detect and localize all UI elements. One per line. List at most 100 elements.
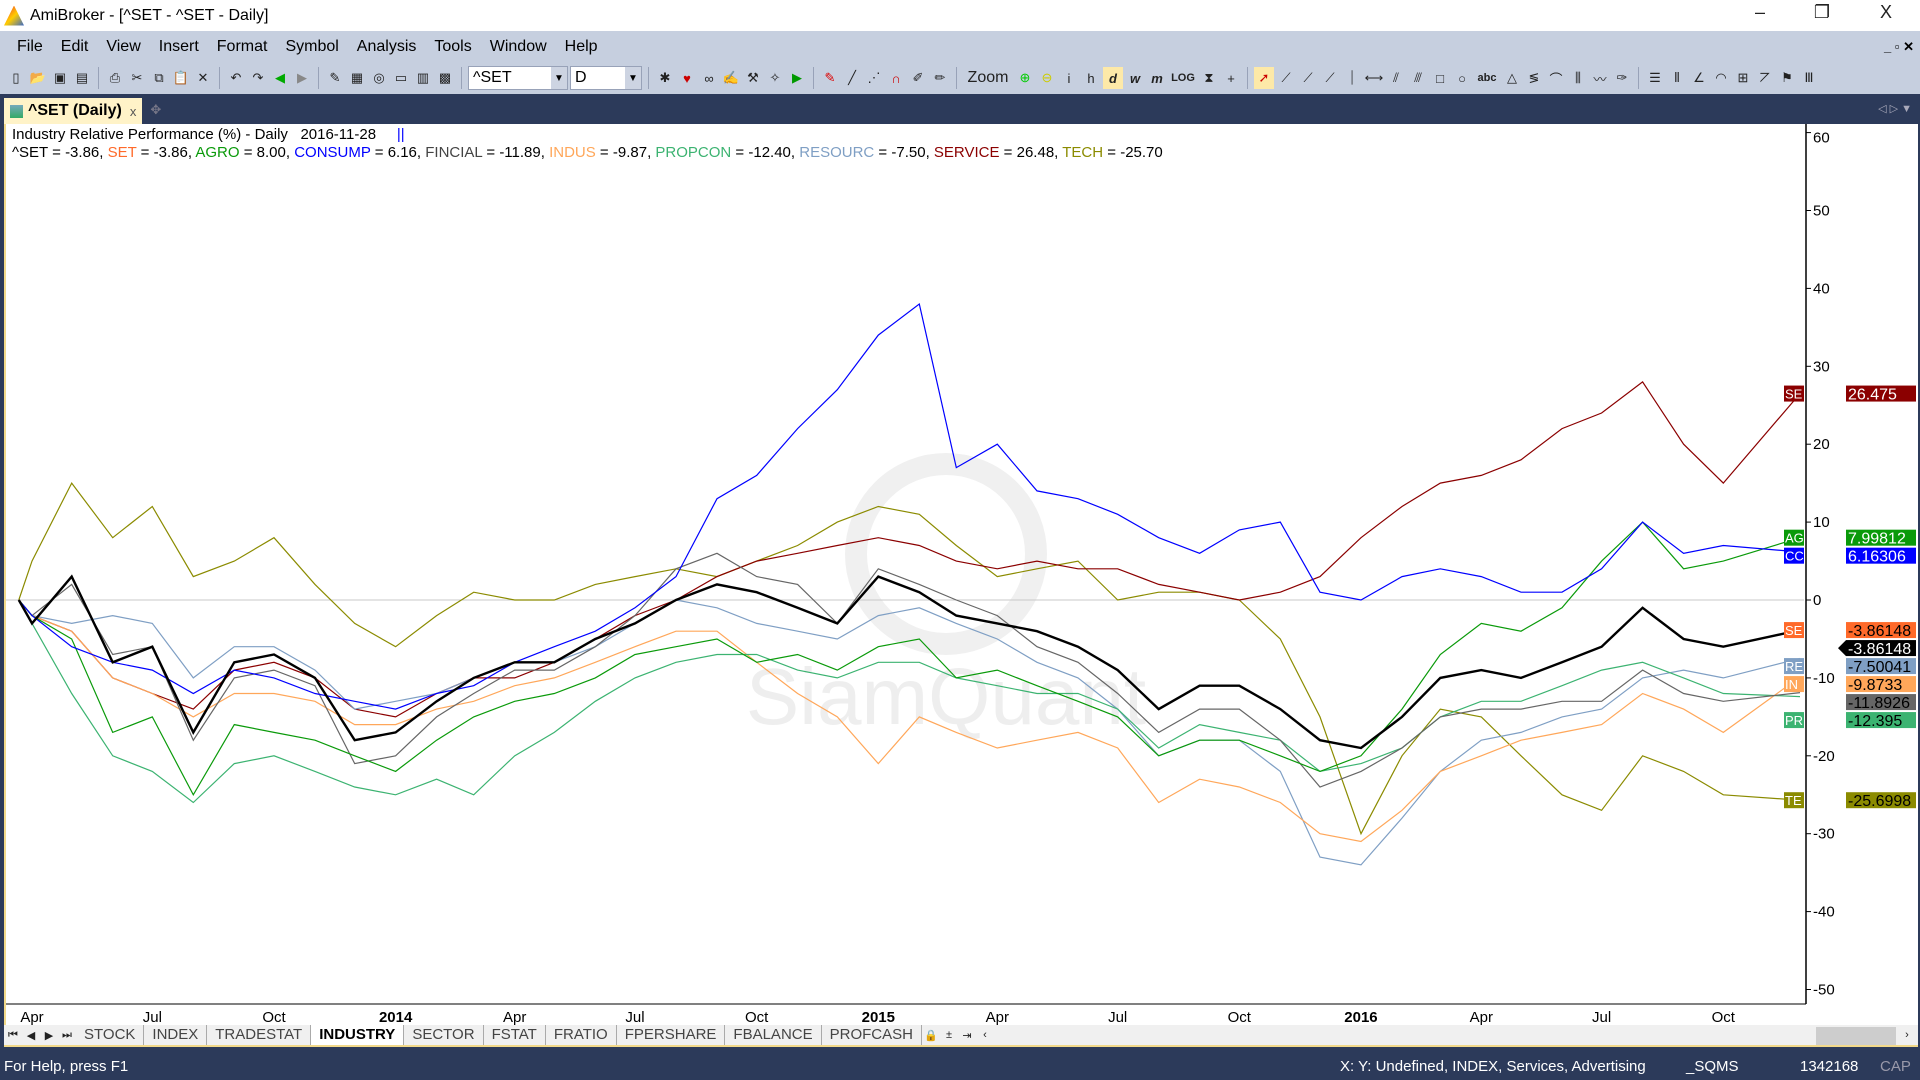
favorite-icon[interactable]: ♥ — [683, 70, 691, 86]
chart-pane[interactable]: SiamQuant -50 -40 -30 -20 -10 0 10 20 30 40 50 60 Apr… — [4, 124, 1918, 1025]
hilo-icon[interactable]: Ⅲ — [1804, 70, 1814, 85]
interval-w-icon[interactable]: w — [1129, 70, 1141, 86]
parallel-lines-icon[interactable]: ⫽ — [1393, 70, 1399, 85]
extended-line-icon[interactable]: ⟋ — [1325, 70, 1335, 85]
chevron-down-icon[interactable]: ▼ — [551, 67, 567, 89]
brush-icon[interactable]: ✏ — [934, 70, 946, 85]
menu-view[interactable]: View — [106, 37, 141, 55]
pen-icon[interactable]: ✐ — [912, 70, 924, 85]
sheet-tab-sector[interactable]: SECTOR — [404, 1025, 484, 1045]
save-all-icon[interactable]: ▤ — [75, 70, 89, 85]
horizontal-line-icon[interactable]: ⟷ — [1364, 70, 1384, 85]
cycles-icon[interactable]: ⫼ — [1575, 70, 1581, 85]
layout-icon[interactable]: ▦ — [350, 70, 364, 85]
columns-icon[interactable]: ▥ — [416, 70, 430, 85]
save-icon[interactable]: ▣ — [53, 70, 67, 85]
paste-icon[interactable]: 📋 — [172, 70, 190, 85]
menu-tools[interactable]: Tools — [434, 37, 472, 55]
select-arrow-icon[interactable]: ➚ — [1254, 67, 1274, 89]
interval-i-icon[interactable]: i — [1067, 70, 1071, 86]
dotted-line-icon[interactable]: ⋰ — [867, 70, 881, 85]
cut-icon[interactable]: ✂ — [131, 70, 143, 85]
open-icon[interactable]: 📂 — [29, 70, 47, 85]
close-button[interactable]: X — [1879, 2, 1892, 22]
zigzag-icon[interactable]: 〰 — [1593, 71, 1607, 87]
split-icon[interactable]: ⇥ — [962, 1029, 972, 1042]
sheet-tab-fpershare[interactable]: FPERSHARE — [617, 1025, 726, 1045]
text-tool[interactable]: abc — [1477, 72, 1497, 84]
menu-insert[interactable]: Insert — [158, 37, 199, 55]
trendline-icon[interactable]: ⟋ — [1281, 70, 1291, 85]
bars-icon[interactable]: ⦀ — [1674, 70, 1680, 85]
menu-edit[interactable]: Edit — [60, 37, 89, 55]
log-scale-button[interactable]: LOG — [1171, 72, 1195, 84]
new-tab-icon[interactable]: ✥ — [150, 102, 162, 117]
sheet-tab-fstat[interactable]: FSTAT — [484, 1025, 546, 1045]
fan-icon[interactable]: ⦢ — [1760, 70, 1770, 85]
color-pen-icon[interactable]: ✎ — [824, 70, 836, 85]
undo-icon[interactable]: ↶ — [230, 70, 242, 85]
delete-icon[interactable]: ✕ — [197, 70, 209, 85]
menu-analysis[interactable]: Analysis — [356, 37, 417, 55]
crosshair-icon[interactable]: + — [1227, 70, 1235, 86]
menu-symbol[interactable]: Symbol — [285, 37, 339, 55]
sheet-tab-tradestat[interactable]: TRADESTAT — [207, 1025, 312, 1045]
pin-icon[interactable]: ✑ — [1616, 70, 1628, 85]
restore-button[interactable]: ❐ — [1813, 2, 1831, 22]
sheet-tab-profcash[interactable]: PROFCASH — [822, 1025, 922, 1045]
fibonacci-icon[interactable]: ≶ — [1528, 70, 1540, 85]
scroll-left-icon[interactable]: ‹ — [983, 1029, 987, 1041]
sheet-tab-fbalance[interactable]: FBALANCE — [725, 1025, 822, 1045]
magnet-icon[interactable]: ∩ — [891, 70, 901, 86]
sync-icon[interactable]: ± — [945, 1029, 952, 1041]
forward-icon[interactable]: ▶ — [297, 70, 307, 85]
sheet-tab-stock[interactable]: STOCK — [76, 1025, 145, 1045]
copy-icon[interactable]: ⧉ — [154, 70, 164, 85]
walk-icon[interactable]: ✧ — [769, 70, 781, 85]
chart-canvas[interactable]: SiamQuant-50-40-30-20-100102030405060Apr… — [6, 124, 1920, 1025]
menu-file[interactable]: File — [17, 37, 43, 55]
list-icon[interactable]: ☰ — [1649, 70, 1661, 85]
rectangle-icon[interactable]: □ — [1436, 70, 1444, 86]
interval-h-icon[interactable]: h — [1087, 70, 1095, 86]
back-icon[interactable]: ◀ — [275, 70, 285, 85]
zoom-in-icon[interactable]: ⊕ — [1019, 70, 1031, 85]
next-sheet-icon[interactable]: ▶ — [44, 1029, 54, 1042]
menu-window[interactable]: Window — [489, 37, 547, 55]
lock-icon[interactable]: 🔒 — [924, 1029, 938, 1042]
sheet-tab-industry[interactable]: INDUSTRY — [311, 1025, 405, 1045]
tab-scroll-arrows[interactable]: ◁ ▷ ▼ — [1878, 103, 1912, 115]
symbol-combo[interactable]: ^SET ▼ — [468, 66, 568, 90]
report-icon[interactable]: ✍ — [722, 70, 740, 85]
menu-format[interactable]: Format — [216, 37, 268, 55]
print-icon[interactable]: ⎙ — [109, 70, 121, 85]
run-icon[interactable]: ▶ — [792, 70, 802, 85]
triangle-icon[interactable]: △ — [1507, 70, 1517, 85]
ray-icon[interactable]: ⟋ — [1303, 70, 1313, 85]
close-tab-icon[interactable]: x — [129, 103, 137, 119]
link-icon[interactable]: ▭ — [394, 70, 408, 85]
scroll-right-icon[interactable]: › — [1905, 1029, 1909, 1041]
zoom-menu[interactable]: Zoom — [967, 69, 1009, 86]
horizontal-scrollbar-thumb[interactable] — [1816, 1027, 1896, 1045]
interval-d-icon[interactable]: d — [1103, 67, 1123, 89]
ellipse-icon[interactable]: ○ — [1458, 70, 1466, 86]
analysis-icon[interactable]: ✱ — [659, 70, 671, 85]
chevron-down-icon[interactable]: ▼ — [625, 67, 641, 89]
arc-icon[interactable]: ⌒ — [1549, 71, 1563, 87]
zoom-out-icon[interactable]: ⊖ — [1041, 70, 1053, 85]
gann-icon[interactable]: ◠ — [1715, 70, 1727, 85]
calendar-icon[interactable]: ▩ — [438, 70, 452, 85]
tab-set-daily[interactable]: ^SET (Daily) x — [4, 98, 143, 124]
vertical-line-icon[interactable]: ⏐ — [1348, 70, 1356, 85]
optimize-icon[interactable]: ⚒ — [747, 70, 759, 85]
sheet-tab-fratio[interactable]: FRATIO — [546, 1025, 617, 1045]
angle-icon[interactable]: ∠ — [1693, 70, 1705, 85]
interval-combo[interactable]: D ▼ — [570, 66, 642, 90]
last-sheet-icon[interactable]: ⏭ — [62, 1028, 72, 1041]
menu-help[interactable]: Help — [564, 37, 598, 55]
grid-icon[interactable]: ⊞ — [1737, 70, 1749, 85]
range-icon[interactable]: ⧗ — [1204, 70, 1214, 85]
line-tool-icon[interactable]: ╱ — [848, 70, 856, 85]
ruler-icon[interactable]: ◎ — [373, 70, 385, 85]
